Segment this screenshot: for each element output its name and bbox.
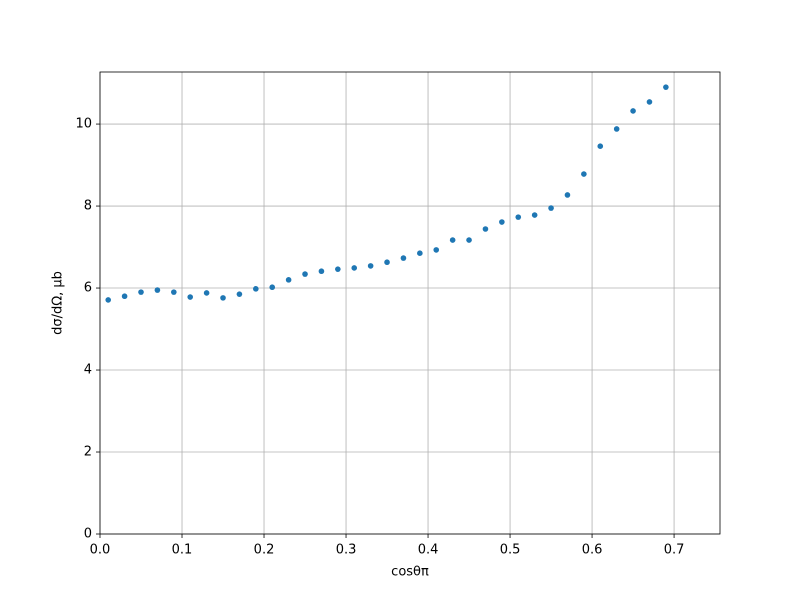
y-tick-label: 8	[84, 199, 92, 214]
data-point	[236, 291, 243, 297]
data-point	[531, 212, 538, 218]
x-tick-label: 0.2	[254, 543, 275, 558]
plot-area	[105, 84, 669, 303]
data-point	[548, 205, 554, 211]
data-point	[285, 277, 292, 283]
data-point	[400, 255, 407, 261]
data-point	[417, 250, 423, 256]
data-point	[105, 297, 112, 303]
data-point	[499, 219, 505, 225]
data-point	[433, 247, 440, 253]
data-point	[613, 126, 620, 132]
data-point	[351, 265, 358, 271]
data-point	[154, 287, 161, 293]
x-tick-label: 0.4	[418, 543, 439, 558]
data-point	[253, 286, 259, 292]
data-point	[335, 266, 341, 272]
y-tick-label: 6	[84, 281, 92, 296]
data-point	[581, 171, 587, 177]
data-point	[630, 108, 636, 114]
y-tick-label: 2	[84, 445, 92, 460]
data-point	[203, 290, 210, 296]
data-point	[269, 284, 276, 291]
x-tick-label: 0.3	[336, 543, 357, 558]
data-point	[449, 237, 456, 243]
data-point	[171, 289, 177, 295]
data-point	[318, 268, 325, 275]
x-axis-label: cosθπ	[391, 565, 429, 580]
axes-frame	[99, 71, 721, 535]
data-point	[663, 84, 669, 90]
data-point	[220, 295, 226, 301]
data-point	[138, 289, 144, 295]
x-tick-label: 0.7	[664, 543, 685, 558]
x-tick-label: 0.1	[172, 543, 193, 558]
x-tick-label: 0.5	[500, 543, 521, 558]
data-point	[646, 99, 653, 105]
data-point	[597, 143, 604, 149]
y-tick-label: 10	[75, 117, 92, 132]
data-point	[466, 237, 472, 243]
data-point	[482, 226, 489, 232]
data-point	[121, 293, 128, 300]
x-tick-label: 0.0	[90, 543, 111, 558]
data-point	[367, 263, 374, 269]
y-tick-label: 4	[84, 363, 92, 378]
y-tick-label: 0	[84, 527, 92, 542]
data-point	[384, 259, 390, 266]
data-point	[564, 192, 571, 198]
data-point	[187, 294, 194, 300]
data-point	[302, 271, 308, 277]
data-point	[515, 214, 522, 220]
x-tick-label: 0.6	[582, 543, 603, 558]
y-axis-label: dσ/dΩ, μb	[51, 271, 66, 335]
grid	[99, 72, 720, 535]
